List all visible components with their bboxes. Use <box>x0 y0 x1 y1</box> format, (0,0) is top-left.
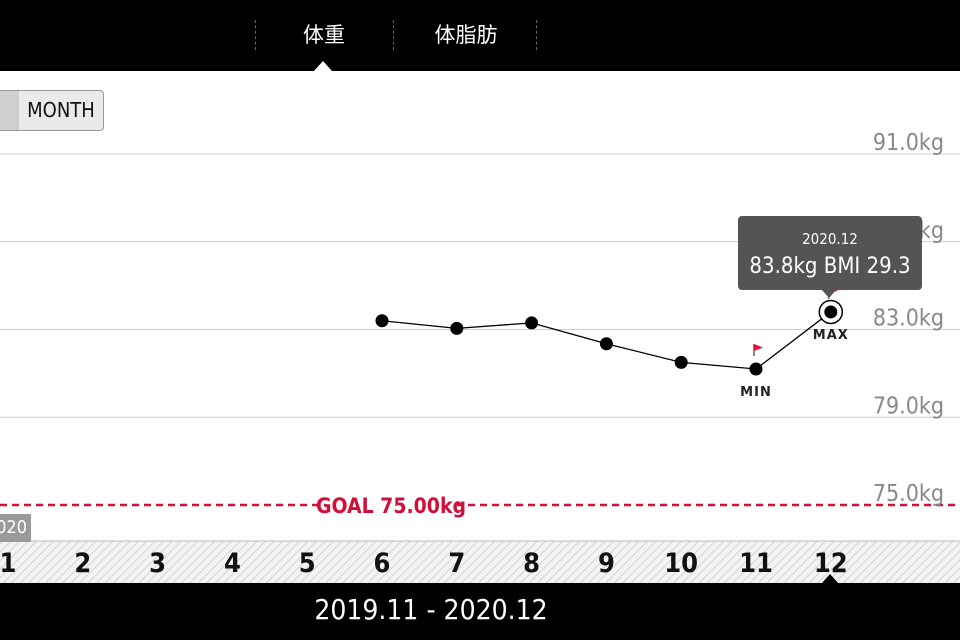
min-label: MIN <box>740 385 772 400</box>
period-option-month[interactable]: MONTH <box>27 98 95 122</box>
y-tick-label: 79.0kg <box>873 393 944 419</box>
period-toggle: MONTH <box>0 90 104 131</box>
y-tick-label: 83.0kg <box>873 306 944 332</box>
x-tick-label: 10 <box>664 548 698 579</box>
tooltip-date: 2020.12 <box>802 230 858 248</box>
y-tick-label: 91.0kg <box>873 130 944 156</box>
data-point <box>674 355 688 369</box>
x-tick-label: 11 <box>739 548 773 579</box>
top-bar: 体重 体脂肪 <box>0 0 960 71</box>
data-point <box>599 337 613 351</box>
active-tab-indicator <box>314 61 332 71</box>
x-tick-label: 9 <box>598 548 615 579</box>
x-tick-label: 7 <box>448 548 465 579</box>
data-tooltip: 2020.12 83.8kg BMI 29.3 <box>738 216 922 298</box>
x-tick-label: 12 <box>814 548 848 579</box>
data-point <box>375 314 389 328</box>
x-tick-label: 2 <box>74 548 91 579</box>
tab-separator <box>255 20 256 50</box>
x-axis-band <box>0 541 960 583</box>
tab-weight[interactable]: 体重 <box>303 23 345 47</box>
tab-separator <box>393 20 394 50</box>
x-tick-label: 8 <box>523 548 540 579</box>
goal-label-background <box>326 491 456 519</box>
data-point <box>824 305 838 319</box>
min-flag-icon <box>754 343 763 351</box>
data-point <box>525 316 539 330</box>
x-tick-label: 3 <box>149 548 166 579</box>
selected-month-indicator <box>822 574 838 583</box>
max-label: MAX <box>813 328 849 343</box>
year-badge: 020 <box>0 514 31 542</box>
tooltip-pointer <box>822 290 836 298</box>
tab-body-fat[interactable]: 体脂肪 <box>434 23 498 47</box>
period-option-previous[interactable] <box>0 91 19 130</box>
date-range: 2019.11 - 2020.12 <box>314 593 548 626</box>
x-tick-label: 5 <box>299 548 316 579</box>
x-tick-label: 1 <box>0 548 16 579</box>
data-point <box>749 362 763 376</box>
x-tick-label: 6 <box>374 548 391 579</box>
tooltip-value: 83.8kg BMI 29.3 <box>749 254 911 279</box>
x-tick-label: 4 <box>224 548 241 579</box>
y-tick-label: 75.0kg <box>873 481 944 507</box>
data-point <box>450 321 464 335</box>
bottom-bar: 2019.11 - 2020.12 <box>0 583 960 640</box>
goal-label: GOAL 75.00kg <box>316 494 466 518</box>
tab-separator <box>536 20 537 50</box>
